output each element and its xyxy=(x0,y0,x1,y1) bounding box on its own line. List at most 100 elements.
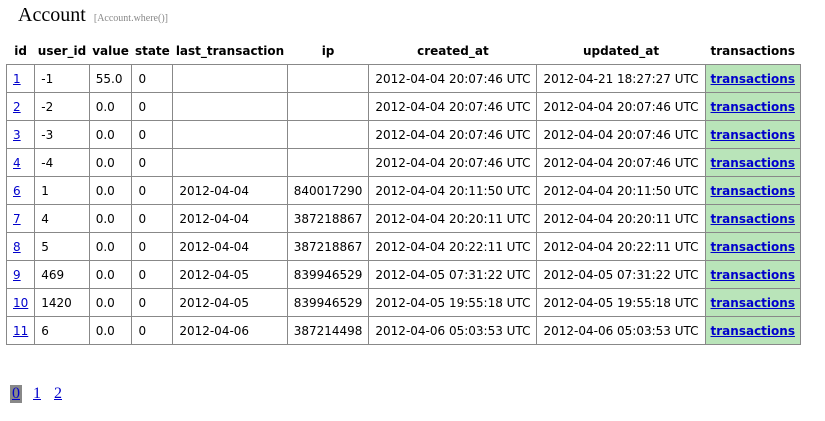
cell-ip: 387218867 xyxy=(286,232,370,261)
cell-value: 55.0 xyxy=(88,64,133,93)
cell-user-id: 469 xyxy=(34,260,90,289)
cell-value: 0.0 xyxy=(88,232,133,261)
record-id-link[interactable]: 9 xyxy=(13,267,21,282)
record-id-link[interactable]: 2 xyxy=(13,99,21,114)
cell-value: 0.0 xyxy=(88,176,133,205)
record-id-link[interactable]: 10 xyxy=(13,295,29,310)
transactions-link[interactable]: transactions xyxy=(710,183,795,198)
table-row: 10 1420 0.0 0 2012-04-05 839946529 2012-04-05 … xyxy=(5,288,801,317)
cell-user-id: 5 xyxy=(34,232,90,261)
cell-last-transaction: 2012-04-05 xyxy=(172,260,288,289)
cell-id: 11 xyxy=(5,316,36,345)
cell-updated-at: 2012-04-04 20:07:46 UTC xyxy=(536,92,706,121)
cell-ip: 840017290 xyxy=(286,176,370,205)
table-header-row: id user_id value state last_transaction … xyxy=(7,38,801,65)
transactions-link[interactable]: transactions xyxy=(710,239,795,254)
cell-created-at: 2012-04-04 20:07:46 UTC xyxy=(368,92,538,121)
cell-transactions: transactions xyxy=(704,120,801,149)
cell-transactions: transactions xyxy=(704,204,801,233)
cell-state: 0 xyxy=(131,64,174,93)
cell-ip: 839946529 xyxy=(286,288,370,317)
cell-ip xyxy=(286,92,370,121)
cell-user-id: -2 xyxy=(34,92,90,121)
record-id-link[interactable]: 4 xyxy=(13,155,21,170)
column-header-last-transaction: last_transaction xyxy=(175,44,285,58)
record-id-link[interactable]: 6 xyxy=(13,183,21,198)
cell-value: 0.0 xyxy=(88,288,133,317)
record-id-link[interactable]: 3 xyxy=(13,127,21,142)
cell-ip xyxy=(286,148,370,177)
cell-transactions: transactions xyxy=(704,316,801,345)
cell-ip: 387214498 xyxy=(286,316,370,345)
column-header-updated-at: updated_at xyxy=(582,44,660,58)
cell-state: 0 xyxy=(131,148,174,177)
cell-id: 8 xyxy=(5,232,36,261)
cell-last-transaction: 2012-04-06 xyxy=(172,316,288,345)
cell-ip xyxy=(286,120,370,149)
column-header-ip: ip xyxy=(321,44,335,58)
transactions-link[interactable]: transactions xyxy=(710,155,795,170)
table-row: 9 469 0.0 0 2012-04-05 839946529 2012-04-05 07… xyxy=(5,260,801,289)
cell-transactions: transactions xyxy=(704,64,801,93)
cell-created-at: 2012-04-04 20:11:50 UTC xyxy=(368,176,538,205)
cell-created-at: 2012-04-04 20:07:46 UTC xyxy=(368,120,538,149)
transactions-link[interactable]: transactions xyxy=(710,99,795,114)
transactions-link[interactable]: transactions xyxy=(710,127,795,142)
accounts-table: id user_id value state last_transaction … xyxy=(5,38,801,345)
column-header-user-id: user_id xyxy=(37,44,87,58)
cell-id: 3 xyxy=(5,120,36,149)
cell-updated-at: 2012-04-21 18:27:27 UTC xyxy=(536,64,706,93)
cell-updated-at: 2012-04-04 20:07:46 UTC xyxy=(536,148,706,177)
title-row: Account [Account.where()] xyxy=(18,4,168,27)
table-row: 3 -3 0.0 0 2012-04-04 20:07:46 UTC 2012-04-04… xyxy=(5,120,801,149)
cell-created-at: 2012-04-04 20:20:11 UTC xyxy=(368,204,538,233)
record-id-link[interactable]: 8 xyxy=(13,239,21,254)
column-header-created-at: created_at xyxy=(417,44,489,58)
page-link-1[interactable]: 1 xyxy=(33,385,41,402)
cell-transactions: transactions xyxy=(704,232,801,261)
cell-ip: 839946529 xyxy=(286,260,370,289)
record-id-link[interactable]: 7 xyxy=(13,211,21,226)
transactions-link[interactable]: transactions xyxy=(710,71,795,86)
column-header-transactions: transactions xyxy=(710,44,795,58)
cell-id: 4 xyxy=(5,148,36,177)
cell-created-at: 2012-04-05 07:31:22 UTC xyxy=(368,260,538,289)
table-row: 4 -4 0.0 0 2012-04-04 20:07:46 UTC 2012-04-04… xyxy=(5,148,801,177)
cell-transactions: transactions xyxy=(704,148,801,177)
cell-last-transaction xyxy=(172,148,288,177)
cell-last-transaction xyxy=(172,64,288,93)
cell-created-at: 2012-04-04 20:07:46 UTC xyxy=(368,148,538,177)
cell-state: 0 xyxy=(131,260,174,289)
cell-user-id: 4 xyxy=(34,204,90,233)
cell-ip: 387218867 xyxy=(286,204,370,233)
cell-updated-at: 2012-04-04 20:11:50 UTC xyxy=(536,176,706,205)
record-id-link[interactable]: 11 xyxy=(13,323,29,338)
cell-user-id: 6 xyxy=(34,316,90,345)
cell-transactions: transactions xyxy=(704,260,801,289)
transactions-link[interactable]: transactions xyxy=(710,267,795,282)
cell-id: 2 xyxy=(5,92,36,121)
cell-user-id: 1 xyxy=(34,176,90,205)
table-row: 8 5 0.0 0 2012-04-04 387218867 2012-04-04 20:2… xyxy=(5,232,801,261)
table-row: 7 4 0.0 0 2012-04-04 387218867 2012-04-04 20:2… xyxy=(5,204,801,233)
transactions-link[interactable]: transactions xyxy=(710,295,795,310)
cell-updated-at: 2012-04-04 20:07:46 UTC xyxy=(536,120,706,149)
cell-last-transaction: 2012-04-04 xyxy=(172,232,288,261)
page-link-2[interactable]: 2 xyxy=(54,385,62,402)
column-header-state: state xyxy=(134,44,170,58)
cell-value: 0.0 xyxy=(88,92,133,121)
cell-state: 0 xyxy=(131,288,174,317)
page-title: Account xyxy=(18,4,86,26)
transactions-link[interactable]: transactions xyxy=(710,323,795,338)
cell-state: 0 xyxy=(131,204,174,233)
cell-last-transaction xyxy=(172,92,288,121)
table-body: 1 -1 55.0 0 2012-04-04 20:07:46 UTC 2012-04-2… xyxy=(5,64,801,345)
cell-id: 9 xyxy=(5,260,36,289)
cell-created-at: 2012-04-04 20:22:11 UTC xyxy=(368,232,538,261)
record-id-link[interactable]: 1 xyxy=(13,71,21,86)
transactions-link[interactable]: transactions xyxy=(710,211,795,226)
cell-created-at: 2012-04-05 19:55:18 UTC xyxy=(368,288,538,317)
query-label: [Account.where()] xyxy=(93,13,168,24)
column-header-id: id xyxy=(14,44,27,58)
cell-created-at: 2012-04-06 05:03:53 UTC xyxy=(368,316,538,345)
